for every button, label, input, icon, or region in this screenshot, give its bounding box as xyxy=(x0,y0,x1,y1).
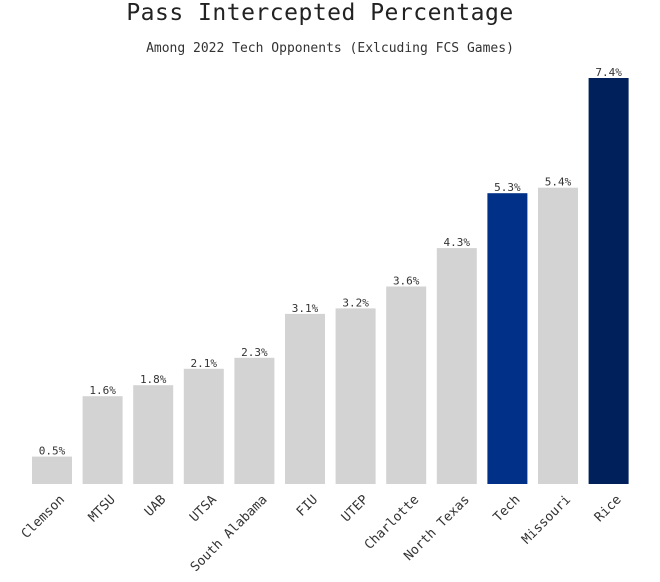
bar-rice xyxy=(588,78,629,484)
data-label: 3.2% xyxy=(342,296,369,309)
data-label: 5.3% xyxy=(494,181,521,194)
chart-title: Pass Intercepted Percentage xyxy=(126,0,514,26)
x-tick-label: MTSU xyxy=(86,492,119,525)
bar-uab xyxy=(133,385,174,484)
data-label: 3.6% xyxy=(393,275,420,288)
data-label: 4.3% xyxy=(444,236,471,249)
x-tick-label: Clemson xyxy=(19,492,68,541)
data-label: 7.4% xyxy=(595,66,622,79)
bar-utsa xyxy=(183,368,224,484)
x-tick-label: FIU xyxy=(294,492,321,519)
bar-tech xyxy=(487,193,528,484)
bar-charlotte xyxy=(386,286,427,484)
data-label: 2.3% xyxy=(241,346,268,359)
bar-north-texas xyxy=(436,248,477,484)
x-tick-label: Tech xyxy=(491,492,524,525)
bar-utep xyxy=(335,308,376,484)
x-tick-label: UTEP xyxy=(339,492,372,525)
data-label: 5.4% xyxy=(545,176,572,189)
data-label: 1.6% xyxy=(89,384,116,397)
bars-group xyxy=(32,78,629,484)
bar-south-alabama xyxy=(234,357,275,484)
bar-fiu xyxy=(285,313,325,484)
data-label: 0.5% xyxy=(39,445,66,458)
x-tick-label: UAB xyxy=(142,492,169,519)
data-label: 3.1% xyxy=(292,302,319,315)
x-tick-label: UTSA xyxy=(187,492,220,525)
x-tick-label: Rice xyxy=(592,492,625,525)
chart-subtitle: Among 2022 Tech Opponents (Exlcuding FCS… xyxy=(146,41,514,56)
bar-mtsu xyxy=(82,396,123,484)
value-labels-group: 0.5% 1.6% 1.8% 2.1% 2.3% 3.1% 3.2% 3.6% 4.3% 5.3%… xyxy=(39,66,622,458)
bar-missouri xyxy=(538,187,578,484)
data-label: 2.1% xyxy=(191,357,218,370)
x-tick-label: Missouri xyxy=(519,492,574,547)
data-label: 1.8% xyxy=(140,373,167,386)
bar-clemson xyxy=(32,456,72,484)
